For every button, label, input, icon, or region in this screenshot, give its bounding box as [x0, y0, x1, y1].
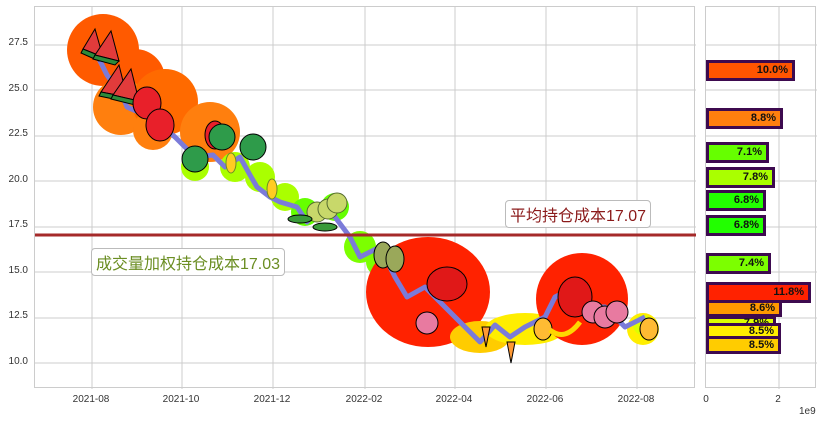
- side-x-tick: 2: [775, 394, 781, 405]
- x-tick: 2022-08: [617, 394, 655, 405]
- carrot-icon: [506, 341, 516, 364]
- watermelon-icon: [239, 133, 267, 161]
- volume-bar: 8.5%: [706, 336, 781, 354]
- x-tick: 2022-06: [526, 394, 564, 405]
- price-chart-svg: [35, 7, 696, 389]
- y-tick: 27.5: [8, 37, 28, 48]
- fruit-markers: [80, 27, 659, 364]
- x-tick: 2021-12: [253, 394, 291, 405]
- x-tick: 2021-10: [162, 394, 200, 405]
- banana-icon: [548, 320, 582, 337]
- pineapple-icon: [533, 317, 553, 341]
- volume-bar: 7.1%: [706, 142, 769, 163]
- y-tick: 10.0: [8, 356, 28, 367]
- side-x-exponent: 1e9: [799, 406, 816, 417]
- peapod-icon: [287, 214, 313, 224]
- watermelon-icon: [208, 123, 236, 151]
- volume-bar: 7.4%: [706, 253, 771, 274]
- side-x-tick: 0: [703, 394, 709, 405]
- pineapple-icon: [639, 317, 659, 341]
- x-tick: 2022-02: [345, 394, 383, 405]
- radish-icon: [605, 300, 629, 324]
- corn-icon: [225, 152, 237, 174]
- volume-bar: 6.8%: [706, 190, 766, 211]
- watermelon-icon: [181, 145, 209, 173]
- carrot-icon: [481, 326, 491, 348]
- strawberry-icon: [145, 108, 175, 142]
- watermelon-slice-icon: [110, 67, 140, 106]
- kiwi-icon: [326, 192, 348, 214]
- radish-icon: [415, 311, 439, 335]
- volume-bar: 8.8%: [706, 108, 783, 129]
- apple-icon: [426, 266, 468, 302]
- price-chart-panel: 平均持仓成本17.07 成交量加权持仓成本17.03: [34, 6, 696, 389]
- vwap-cost-annotation: 成交量加权持仓成本17.03: [91, 248, 286, 276]
- corn-icon: [266, 178, 278, 200]
- watermelon-slice-icon: [92, 29, 120, 66]
- x-tick: 2021-08: [72, 394, 110, 405]
- y-tick: 25.0: [8, 83, 28, 94]
- y-tick: 15.0: [8, 265, 28, 276]
- y-tick: 17.5: [8, 219, 28, 230]
- volume-distribution-panel: 10.0% 8.8% 7.1% 7.8% 6.8% 6.8% 7.4% 11.8…: [705, 6, 817, 389]
- x-tick: 2022-04: [435, 394, 473, 405]
- volume-bar: 6.8%: [706, 215, 766, 236]
- y-tick: 20.0: [8, 174, 28, 185]
- y-tick: 22.5: [8, 128, 28, 139]
- volume-bar: 10.0%: [706, 60, 795, 81]
- avg-cost-annotation: 平均持仓成本17.07: [505, 200, 652, 228]
- volume-bar: 8.6%: [706, 300, 782, 317]
- pear-icon: [385, 245, 405, 273]
- y-tick: 12.5: [8, 310, 28, 321]
- peapod-icon: [312, 222, 338, 232]
- volume-bar: 7.8%: [706, 167, 775, 188]
